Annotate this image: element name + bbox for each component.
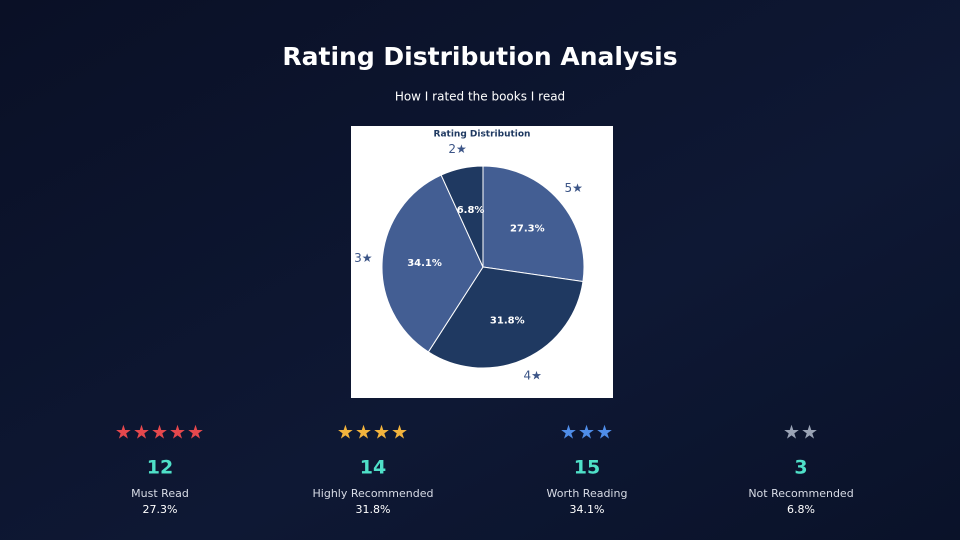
card-count: 14	[360, 457, 386, 479]
card-percent: 6.8%	[787, 503, 815, 516]
card-percent: 27.3%	[143, 503, 178, 516]
pie-slice	[381, 174, 484, 353]
slice-category-label: 5★	[565, 181, 583, 195]
card-label: Not Recommended	[748, 487, 853, 500]
slice-value-label: 6.8%	[457, 205, 485, 216]
chart-title: Rating Distribution	[434, 130, 531, 140]
card-label: Must Read	[131, 487, 189, 500]
slice-category-label: 4★	[524, 369, 542, 383]
pie-slice	[440, 165, 484, 268]
slice-category-label: 3★	[354, 251, 372, 265]
card-count: 3	[794, 457, 807, 479]
card-stars: ★★★★	[337, 422, 409, 444]
slide-subtitle: How I rated the books I read	[395, 90, 565, 104]
card-percent: 34.1%	[570, 503, 605, 516]
slice-category-label: 2★	[448, 142, 466, 156]
pie-slice	[482, 165, 585, 283]
card-stars: ★★★	[560, 422, 614, 444]
slice-value-label: 31.8%	[490, 315, 525, 326]
slide-title: Rating Distribution Analysis	[282, 42, 677, 71]
card-label: Highly Recommended	[313, 487, 434, 500]
card-stars: ★★★★★	[115, 422, 205, 444]
card-stars: ★★	[783, 422, 819, 444]
card-count: 15	[574, 457, 600, 479]
card-count: 12	[147, 457, 173, 479]
card-percent: 31.8%	[356, 503, 391, 516]
card-label: Worth Reading	[547, 487, 628, 500]
slice-value-label: 34.1%	[407, 258, 442, 269]
slice-value-label: 27.3%	[510, 224, 545, 235]
